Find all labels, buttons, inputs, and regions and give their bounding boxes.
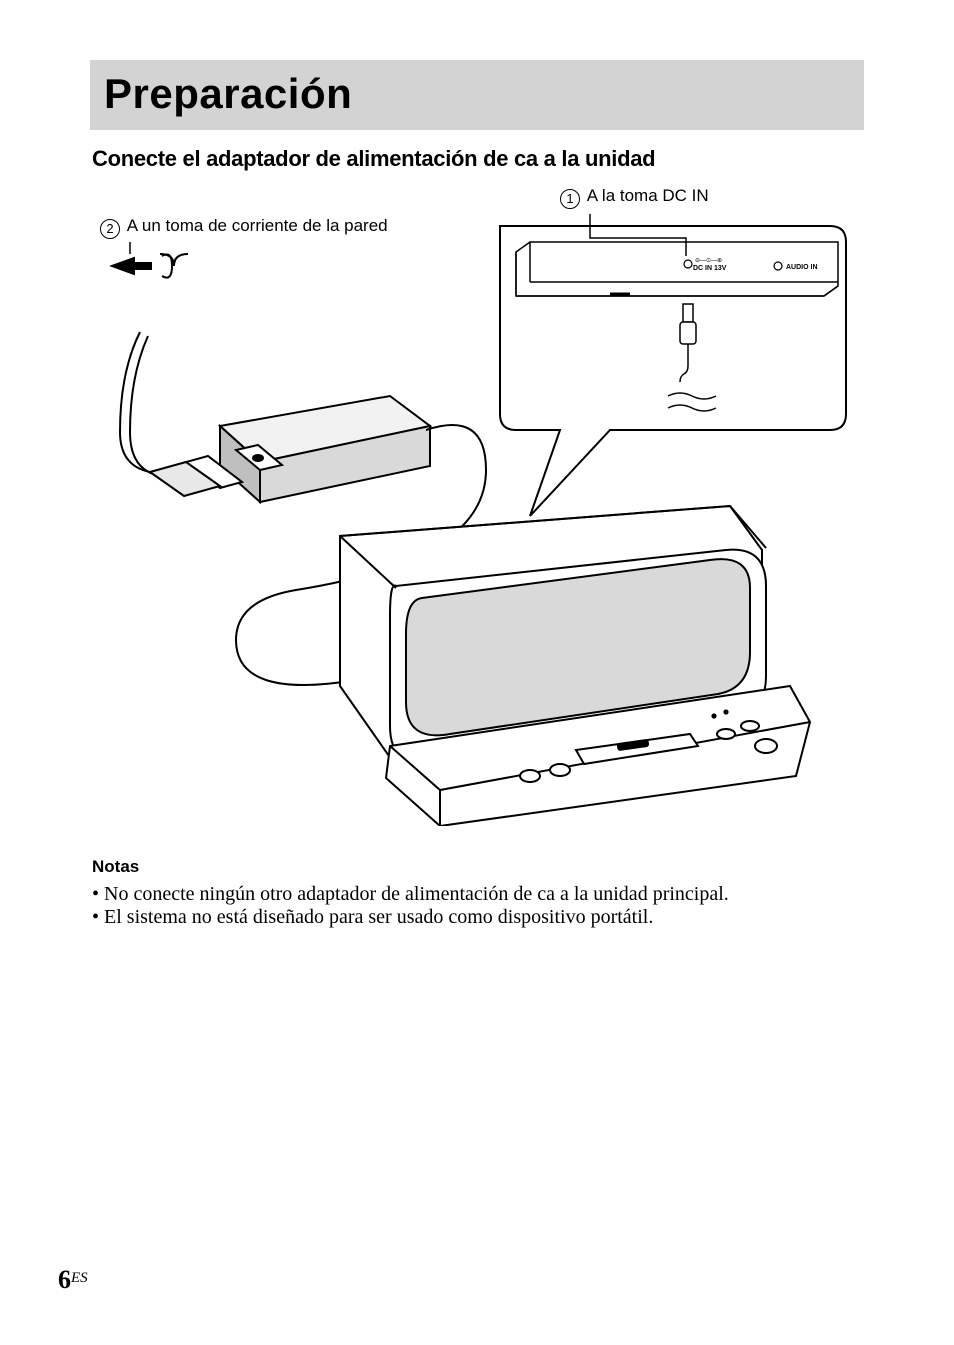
callout-dc-in: 1 A la toma DC IN	[560, 186, 820, 209]
inset-label-dcin: DC IN 13V	[693, 265, 727, 272]
manual-page: Preparación Conecte el adaptador de alim…	[0, 0, 954, 1345]
callout-number-1: 1	[560, 189, 580, 209]
page-lang: ES	[71, 1270, 88, 1286]
page-title: Preparación	[104, 70, 850, 118]
note-item: El sistema no está diseñado para ser usa…	[92, 906, 864, 929]
inset-dc-symbol: ⊖—⊙—⊕	[695, 258, 722, 264]
callout-text-2: A un toma de corriente de la pared	[127, 216, 388, 235]
ac-cord-plug	[120, 332, 242, 496]
inset-label-audio: AUDIO IN	[786, 264, 818, 271]
callout-number-2: 2	[100, 219, 120, 239]
note-item: No conecte ningún otro adaptador de alim…	[92, 883, 864, 906]
page-footer: 6ES	[58, 1265, 88, 1295]
notes-list: No conecte ningún otro adaptador de alim…	[92, 883, 864, 929]
title-bar: Preparación	[90, 60, 864, 130]
callout-wall-outlet: 2 A un toma de corriente de la pared	[100, 216, 460, 239]
callout-text-1: A la toma DC IN	[587, 186, 709, 205]
page-number: 6	[58, 1265, 71, 1294]
connection-diagram: 1 A la toma DC IN 2 A un toma de corrien…	[90, 186, 850, 826]
ac-adapter	[220, 396, 430, 502]
wall-plug-icon	[112, 254, 188, 278]
notes-heading: Notas	[92, 857, 864, 877]
inset-balloon: ⊖—⊙—⊕ DC IN 13V AUDIO IN	[500, 214, 846, 516]
speaker-unit	[340, 506, 810, 826]
section-subtitle: Conecte el adaptador de alimentación de …	[92, 146, 864, 172]
